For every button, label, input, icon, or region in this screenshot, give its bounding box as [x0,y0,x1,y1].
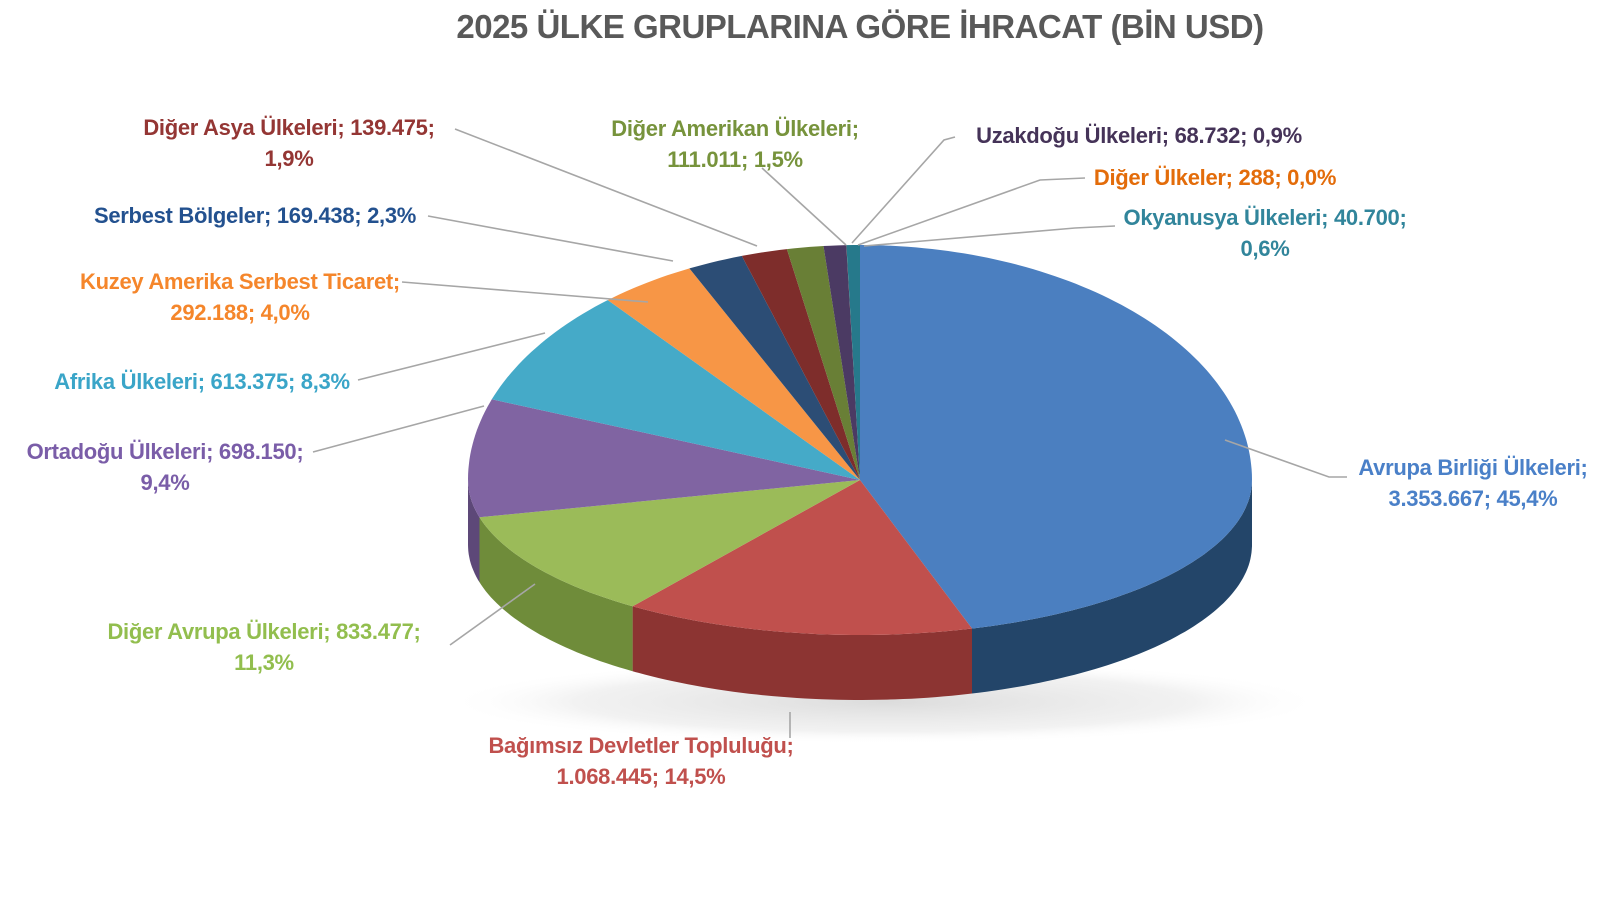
slice-label-line: Uzakdoğu Ülkeleri; 68.732; 0,9% [976,123,1302,148]
slice-label-line: Diğer Avrupa Ülkeleri; 833.477; [107,619,421,644]
slice-label-line: Diğer Ülkeler; 288; 0,0% [1093,165,1337,190]
leader-line-serbest-bolgeler [427,215,674,262]
slice-label-avrupa-birligi: Avrupa Birliği Ülkeleri; 3.353.667; 45,4… [1273,452,1600,514]
leader-line-uzakdogu-ulkeleri [851,136,956,244]
slice-label-diger-ulkeler: Diğer Ülkeler; 288; 0,0% [1015,162,1415,193]
slice-label-bagimsiz-devletler: Bağımsız Devletler Topluluğu; 1.068.445;… [441,730,841,792]
slice-label-line: 9,4% [140,470,190,495]
slice-label-line: Ortadoğu Ülkeleri; 698.150; [26,439,304,464]
pie-side-bagimsiz-devletler-toplulugu [632,606,972,700]
pie-slice-ortadogu-ulkeleri [468,399,860,518]
leader-line-afrika-ulkeleri [357,332,546,381]
pie-slice-serbest-bolgeler [689,255,860,480]
slice-label-line: Avrupa Birliği Ülkeleri; [1358,455,1588,480]
slice-label-line: 11,3% [234,650,294,675]
pie-side-avrupa-birligi-ulkeleri [972,480,1252,694]
leader-line-diger-asya-ulkeleri [454,128,758,247]
pie-side-diger-avrupa-ulkeleri [479,517,633,672]
slice-label-ortadogu: Ortadoğu Ülkeleri; 698.150; 9,4% [0,436,330,498]
pie-slice-diger-asya-ulkeleri [741,249,860,480]
slice-label-kuzey-amerika: Kuzey Amerika Serbest Ticaret; 292.188; … [40,266,440,328]
slice-label-uzakdogu: Uzakdoğu Ülkeleri; 68.732; 0,9% [939,120,1339,151]
leader-line-ortadogu-ulkeleri [312,405,485,453]
pie-slice-diger-ulkeler [846,245,860,480]
slice-label-line: Bağımsız Devletler Topluluğu; [488,733,794,758]
slice-label-okyanusya: Okyanusya Ülkeleri; 40.700; 0,6% [1065,202,1465,264]
pie-slice-avrupa-birligi-ulkeleri [860,245,1252,629]
leader-line-okyanusya-ulkeleri [863,225,1116,247]
slice-label-line: Serbest Bölgeler; 169.438; 2,3% [93,203,417,228]
slice-label-line: 292.188; 4,0% [170,300,310,325]
leader-line-avrupa-birligi-ulkeleri [1224,439,1347,478]
pie-slice-afrika-ulkeleri [491,300,860,480]
pie-slice-bagimsiz-devletler-toplulugu [632,480,972,635]
slice-label-line: Kuzey Amerika Serbest Ticaret; [80,269,400,294]
slice-label-line: 3.353.667; 45,4% [1388,486,1558,511]
slice-label-afrika: Afrika Ülkeleri; 613.375; 8,3% [2,366,402,397]
slice-label-diger-avrupa: Diğer Avrupa Ülkeleri; 833.477; 11,3% [64,616,464,678]
leader-line-kuzey-amerika-serbest-ticaret [401,281,649,303]
pie-slice-kuzey-amerika-serbest-ticaret [607,268,860,480]
slice-label-line: Afrika Ülkeleri; 613.375; 8,3% [54,369,350,394]
slice-label-line: 111.011; 1,5% [667,147,803,172]
chart-title: 2025 ÜLKE GRUPLARINA GÖRE İHRACAT (BİN U… [456,8,1264,45]
pie-slice-uzakdogu-ulkeleri [823,245,860,480]
leader-line-diger-ulkeler [857,177,1086,246]
slice-label-line: Diğer Asya Ülkeleri; 139.475; [143,115,435,140]
pie-side-ortadogu-ulkeleri [468,480,480,583]
pie-slice-diger-amerikan-ulkeleri [786,246,860,480]
pie-slice-diger-avrupa-ulkeleri [479,480,860,607]
slice-label-line: 0,6% [1240,236,1290,261]
slice-label-line: Diğer Amerikan Ülkeleri; [611,116,859,141]
slice-label-diger-amerikan: Diğer Amerikan Ülkeleri; 111.011; 1,5% [535,113,935,175]
pie-shadow [445,660,1325,744]
slice-label-line: Okyanusya Ülkeleri; 40.700; [1123,205,1407,230]
leader-line-diger-amerikan-ulkeleri [761,167,847,246]
slice-label-line: 1,9% [264,146,314,171]
pie-slice-okyanusya-ulkeleri [846,245,860,480]
slice-label-serbest-bolgeler: Serbest Bölgeler; 169.438; 2,3% [55,200,455,231]
slice-label-line: 1.068.445; 14,5% [556,764,726,789]
slice-label-diger-asya: Diğer Asya Ülkeleri; 139.475; 1,9% [89,112,489,174]
leader-line-diger-avrupa-ulkeleri [449,583,536,646]
